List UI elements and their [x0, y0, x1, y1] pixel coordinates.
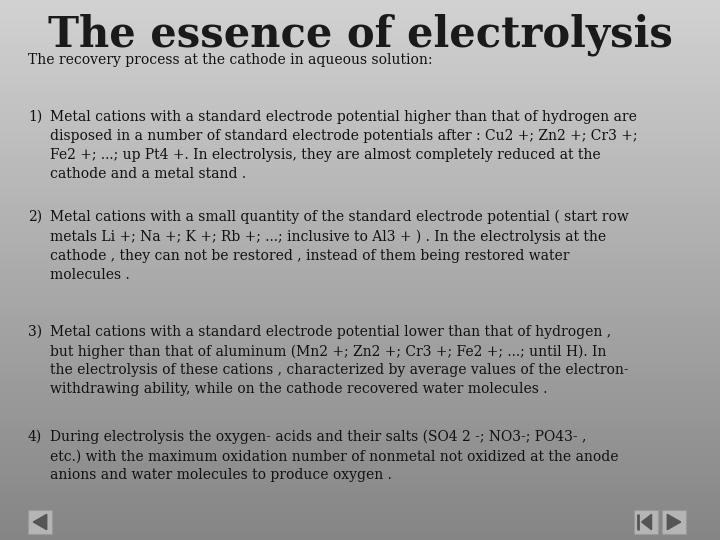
Text: The essence of electrolysis: The essence of electrolysis [48, 14, 672, 56]
Text: Metal cations with a standard electrode potential higher than that of hydrogen a: Metal cations with a standard electrode … [50, 110, 637, 181]
Text: The recovery process at the cathode in aqueous solution:: The recovery process at the cathode in a… [28, 53, 433, 67]
FancyBboxPatch shape [662, 510, 686, 534]
FancyBboxPatch shape [28, 510, 52, 534]
Text: 1): 1) [28, 110, 42, 124]
Text: Metal cations with a small quantity of the standard electrode potential ( start : Metal cations with a small quantity of t… [50, 210, 629, 282]
Polygon shape [667, 514, 680, 530]
Polygon shape [33, 514, 47, 530]
Text: 4): 4) [28, 430, 42, 444]
Text: Metal cations with a standard electrode potential lower than that of hydrogen ,
: Metal cations with a standard electrode … [50, 325, 629, 396]
Text: During electrolysis the oxygen- acids and their salts (SO4 2 -; NO3-; PO43- ,
et: During electrolysis the oxygen- acids an… [50, 430, 618, 482]
FancyBboxPatch shape [634, 510, 658, 534]
Polygon shape [642, 514, 652, 530]
Text: 3): 3) [28, 325, 42, 339]
Text: 2): 2) [28, 210, 42, 224]
